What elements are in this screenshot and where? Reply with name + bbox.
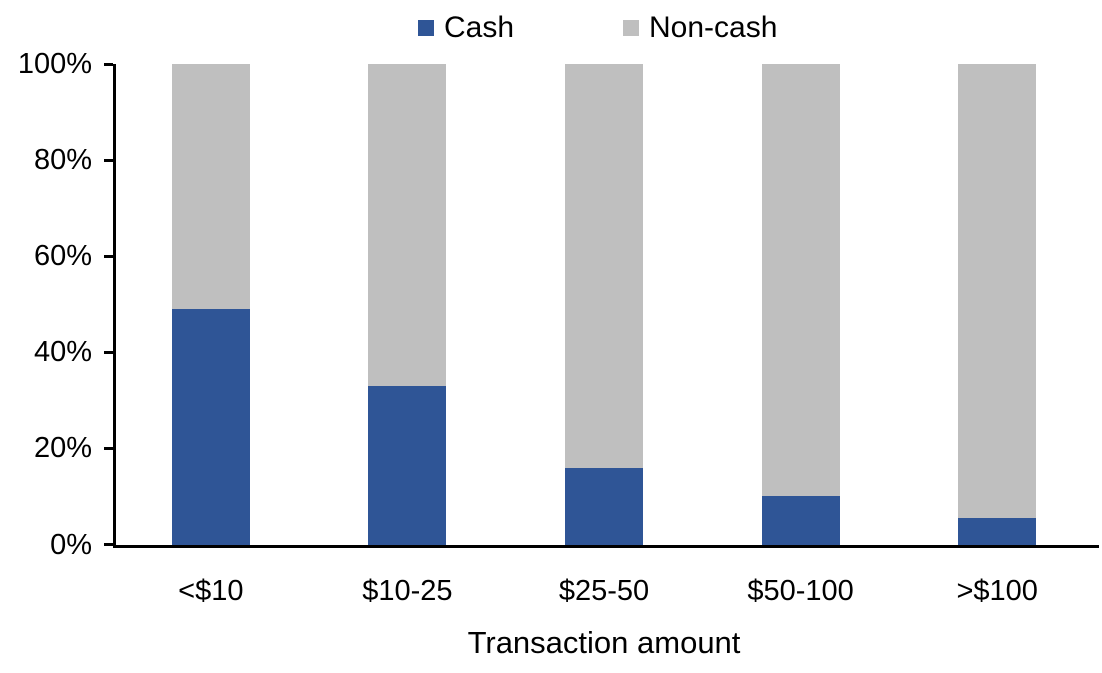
- x-tick-label: $10-25: [362, 575, 453, 607]
- bar-segment-cash: [565, 467, 643, 545]
- bar-3: [565, 64, 643, 545]
- x-tick-label: $50-100: [747, 575, 854, 607]
- bar-1: [171, 64, 250, 545]
- y-tick-label: 20%: [33, 432, 92, 465]
- bar-segment-cash: [368, 385, 447, 545]
- plot-area: [112, 64, 1099, 548]
- bar-segment-noncash: [171, 64, 250, 310]
- bar-segment-cash: [171, 309, 250, 545]
- x-axis-title: Transaction amount: [467, 625, 741, 660]
- y-tick-label: 40%: [33, 336, 92, 369]
- bar-segment-cash: [761, 496, 840, 545]
- bar-segment-noncash: [761, 64, 840, 497]
- y-axis-tick: [104, 543, 113, 546]
- bar-segment-noncash: [958, 64, 1037, 519]
- legend-swatch: [418, 20, 434, 36]
- legend-item-cash: Cash: [418, 12, 514, 44]
- legend-label-noncash: Non-cash: [649, 11, 778, 44]
- y-axis-tick: [104, 62, 113, 66]
- bar-segment-noncash: [368, 64, 447, 386]
- y-axis-tick: [104, 446, 113, 450]
- x-tick-label: >$100: [956, 575, 1038, 607]
- legend-label-cash: Cash: [444, 11, 515, 44]
- y-axis-tick: [104, 254, 113, 258]
- bar-2: [368, 64, 447, 545]
- x-tick-label: <$10: [178, 575, 244, 607]
- y-tick-label: 100%: [17, 48, 92, 80]
- bar-4: [761, 64, 840, 545]
- y-tick-label: 80%: [33, 144, 92, 177]
- y-axis-tick: [104, 158, 113, 162]
- bar-segment-cash: [958, 518, 1037, 545]
- legend-swatch: [623, 20, 639, 36]
- y-tick-label: 60%: [33, 240, 92, 273]
- x-tick-label: $25-50: [558, 575, 650, 607]
- bar-5: [958, 64, 1037, 545]
- legend-item-noncash: Non-cash: [623, 12, 777, 44]
- bar-segment-noncash: [565, 64, 643, 468]
- y-tick-label: 0%: [50, 528, 92, 561]
- y-axis-tick: [104, 350, 113, 354]
